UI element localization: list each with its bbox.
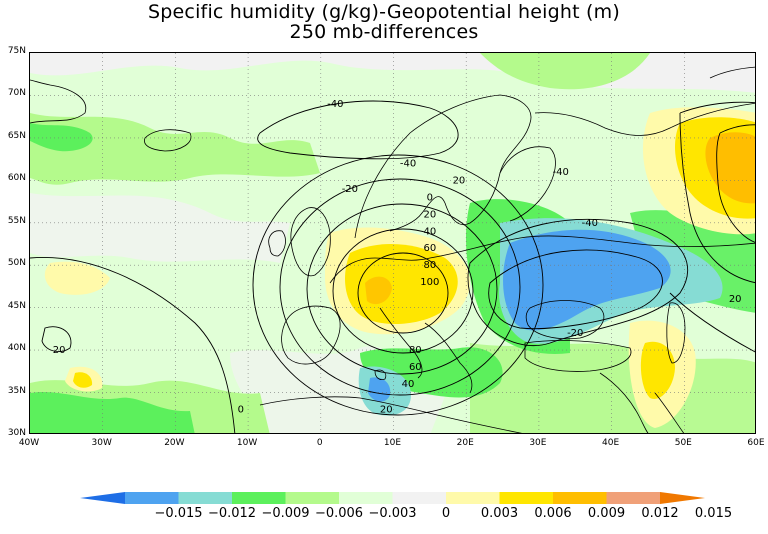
colorbar-tick-label: −0.006 — [314, 506, 364, 521]
contour-label: 20 — [53, 345, 66, 356]
colorbar-tick-label: 0.003 — [480, 506, 519, 521]
colorbar-swatch — [553, 492, 607, 504]
colorbar-tick-label: −0.009 — [261, 506, 310, 521]
longitude-tick-label: 20W — [164, 438, 185, 448]
contour-label: 0 — [238, 405, 244, 416]
contour-label: 20 — [453, 175, 466, 186]
contour — [252, 154, 544, 416]
colorbar-tick-label: 0.006 — [534, 506, 572, 521]
geopotential-contours — [30, 100, 755, 433]
contour-label: 0 — [427, 192, 433, 203]
longitude-tick-label: 30W — [91, 438, 112, 448]
colorbar-swatch — [499, 492, 554, 504]
contour — [306, 203, 498, 375]
contour — [669, 292, 755, 353]
contour-label: 100 — [420, 277, 439, 288]
contour-label: 40 — [423, 226, 436, 237]
colorbar-swatch — [606, 492, 661, 504]
humidity-shading — [365, 276, 392, 305]
contour — [679, 101, 755, 283]
longitude-tick-label: 20E — [456, 438, 474, 448]
humidity-shading — [44, 261, 110, 295]
humidity-shading — [480, 53, 650, 90]
longitude-tick-label: 10E — [383, 438, 402, 448]
contour-label: 20 — [423, 209, 436, 220]
latitude-tick-label: 75N — [7, 46, 26, 56]
colorbar-min-arrow — [80, 492, 125, 504]
coastlines — [30, 66, 755, 433]
neutral-shading — [30, 193, 290, 263]
colorbar-tick-label: 0.009 — [587, 506, 626, 521]
contour — [332, 228, 474, 354]
longitude-tick-label: 40E — [602, 438, 620, 448]
colorbar-swatch — [125, 492, 179, 504]
contour-label: -40 — [553, 167, 569, 178]
latitude-tick-label: 40N — [7, 343, 26, 354]
longitude-tick-label: 30E — [529, 438, 547, 448]
contour — [488, 249, 663, 330]
colorbar-tick-label: −0.003 — [368, 506, 417, 521]
longitude-tick-label: 40W — [18, 438, 40, 448]
humidity-shading — [368, 377, 391, 402]
contour — [257, 100, 459, 160]
colorbar-max-arrow — [660, 492, 705, 504]
map-canvas: -40 -40 -20 20 -40 0 20 40 60 80 100 -40 20 -20 80 60 40… — [30, 53, 755, 433]
contour — [357, 252, 449, 334]
colorbar-swatch — [285, 492, 340, 504]
contour-label: 20 — [729, 294, 742, 305]
latitude-tick-label: 70N — [7, 88, 26, 99]
contour — [41, 326, 72, 352]
humidity-shading — [30, 113, 320, 185]
longitude-tick-label: 60E — [747, 438, 765, 448]
latitude-tick-label: 55N — [7, 215, 26, 226]
colorbar-tick-label: −0.012 — [207, 506, 257, 521]
contour-label: 40 — [402, 379, 415, 390]
colorbar-tick-label: 0 — [441, 506, 451, 521]
colorbar-tick-label: −0.015 — [154, 506, 203, 521]
humidity-shading — [30, 123, 93, 152]
contour — [279, 178, 521, 396]
colorbar-swatch — [232, 492, 286, 504]
longitude-tick-label: 0 — [316, 438, 323, 448]
contour — [467, 218, 689, 347]
chart-title: Specific humidity (g/kg)-Geopotential he… — [148, 1, 620, 23]
latitude-tick-label: 35N — [7, 385, 26, 396]
latitude-tick-label: 60N — [7, 173, 26, 184]
contour-label: 60 — [409, 362, 422, 373]
contour-label: 20 — [380, 405, 393, 416]
contour-label-layer: -40 -40 -20 20 -40 0 20 40 60 80 100 -40 20 -20 80 60 40… — [53, 99, 742, 416]
colorbar-swatch — [339, 492, 393, 504]
contour-label: -40 — [400, 158, 416, 169]
colorbar-tick-label: 0.012 — [641, 506, 679, 521]
colorbar-swatch — [446, 492, 500, 504]
contour-label: -20 — [567, 328, 583, 339]
contour-label: 80 — [409, 345, 422, 356]
longitude-tick-label: 10W — [236, 438, 258, 448]
humidity-shading — [73, 372, 93, 388]
contour-label: -40 — [327, 99, 343, 110]
longitude-tick-label: 50E — [674, 438, 692, 448]
latitude-tick-label: 50N — [7, 258, 26, 269]
contour-label: -20 — [342, 184, 358, 195]
humidity-shading — [345, 243, 458, 325]
contour-label: 80 — [423, 260, 436, 271]
chart-subtitle: 250 mb-differences — [289, 21, 479, 43]
latitude-tick-label: 30N — [7, 428, 26, 438]
humidity-shading — [640, 341, 675, 399]
colorbar-tick-label: 0.015 — [694, 506, 733, 521]
contour — [30, 257, 236, 433]
contour-label: 60 — [423, 243, 436, 254]
map-panel: -40 -40 -20 20 -40 0 20 40 60 80 100 -40 20 -20 80 60 40… — [29, 52, 756, 434]
colorbar-swatch — [178, 492, 233, 504]
contour — [716, 124, 755, 243]
colorbar — [80, 492, 705, 504]
colorbar-swatch — [392, 492, 447, 504]
latitude-tick-label: 45N — [7, 300, 26, 311]
humidity-shading — [30, 392, 195, 433]
latitude-tick-label: 65N — [7, 130, 26, 141]
contour-label: -40 — [582, 218, 598, 229]
